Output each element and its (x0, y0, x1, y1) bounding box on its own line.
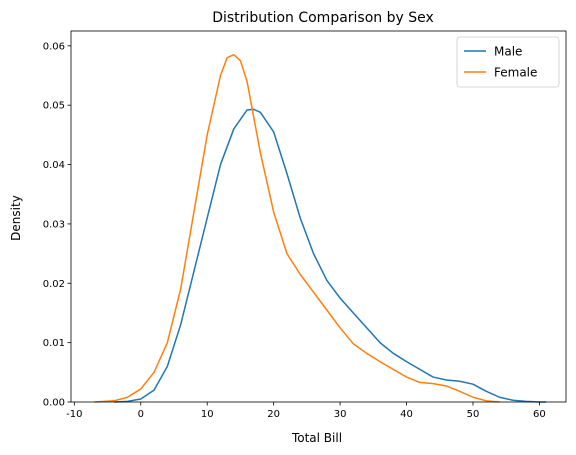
series-line-male (114, 108, 547, 403)
y-tick-label: 0.05 (43, 101, 65, 112)
x-tick-label: -10 (66, 409, 82, 420)
chart-title: Distribution Comparison by Sex (212, 10, 434, 26)
x-tick-label: 20 (267, 409, 280, 420)
x-tick-label: 50 (467, 409, 480, 420)
y-tick-label: 0.01 (43, 338, 65, 349)
x-tick-label: 10 (201, 409, 214, 420)
y-tick-label: 0.02 (43, 279, 65, 290)
plot-frame (70, 30, 567, 403)
y-axis-label: Density (9, 195, 23, 241)
y-tick-label: 0.04 (43, 160, 65, 171)
y-tick-label: 0.00 (43, 398, 65, 409)
x-axis-label: Total Bill (291, 431, 342, 445)
plot-area: -10 0 10 20 30 40 50 60 0.00 0.01 0.02 0.03 0.04 0.05… (43, 30, 567, 420)
legend-box (456, 36, 560, 88)
legend-label-male: Male (494, 45, 522, 59)
x-tick-label: 60 (533, 409, 546, 420)
y-tick-label: 0.03 (43, 219, 65, 230)
legend: Male Female (456, 36, 560, 88)
legend-label-female: Female (494, 66, 537, 80)
series-line-female (94, 53, 500, 403)
y-tick-label: 0.06 (43, 41, 65, 52)
x-tick-label: 30 (334, 409, 347, 420)
x-tick-label: 0 (138, 409, 144, 420)
x-tick-label: 40 (400, 409, 413, 420)
